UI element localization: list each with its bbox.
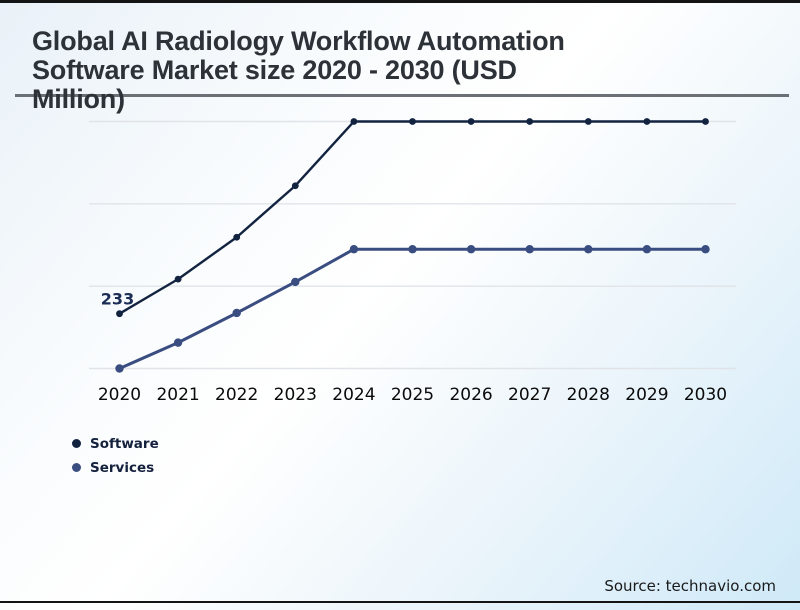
legend-item-software: Software <box>72 435 159 452</box>
chart-title: Global AI Radiology Workflow Automation … <box>32 27 742 114</box>
series-marker-software <box>409 118 416 125</box>
series-marker-services <box>115 364 124 373</box>
data-label: 233 <box>101 290 134 309</box>
series-line-software <box>118 120 707 315</box>
x-axis-label-2028: 2028 <box>566 385 610 405</box>
bottom-border <box>0 601 800 603</box>
series-marker-services <box>525 245 534 254</box>
series-marker-software <box>291 182 299 190</box>
series-marker-services <box>349 245 359 254</box>
x-axis-label-2022: 2022 <box>215 385 259 405</box>
source-attribution: Source: technavio.com <box>604 577 776 595</box>
x-axis-label-2024: 2024 <box>332 385 376 405</box>
x-axis-label-2027: 2027 <box>508 385 552 405</box>
series-line-services <box>118 247 707 370</box>
series-marker-software <box>116 310 123 318</box>
series-marker-services <box>291 277 300 287</box>
top-border <box>0 0 800 3</box>
series-marker-services <box>466 245 476 254</box>
x-axis-label-2025: 2025 <box>390 385 435 405</box>
series-marker-services <box>642 245 652 254</box>
series-marker-software <box>526 118 534 125</box>
series-marker-software <box>174 275 182 283</box>
x-axis-label-2030: 2030 <box>683 385 728 405</box>
series-marker-software <box>643 118 651 125</box>
title-divider <box>15 94 789 97</box>
series-marker-services <box>408 245 417 254</box>
series-marker-software <box>233 233 241 241</box>
x-axis-label-2020: 2020 <box>97 385 142 405</box>
x-axis-label-2029: 2029 <box>625 385 669 405</box>
legend-dot-services <box>72 463 81 472</box>
series-marker-software <box>584 118 592 125</box>
x-axis-label-2026: 2026 <box>449 385 493 405</box>
series-marker-software <box>702 118 709 125</box>
x-axis-label-2023: 2023 <box>273 385 317 405</box>
legend-label-software: Software <box>90 435 159 452</box>
legend-item-services: Services <box>72 459 159 476</box>
legend-label-services: Services <box>90 459 155 476</box>
series-marker-services <box>173 338 183 347</box>
chart-title-line-2: Software Market size 2020 - 2030 (USD <box>32 55 517 85</box>
x-axis-label-2021: 2021 <box>156 385 200 405</box>
chart-title-line-1: Global AI Radiology Workflow Automation <box>32 26 565 56</box>
chart-title-line-3: Million) <box>32 84 125 114</box>
series-marker-services <box>701 245 710 254</box>
series-marker-services <box>584 245 593 254</box>
series-marker-software <box>350 118 358 125</box>
series-marker-software <box>467 118 475 125</box>
legend: Software Services <box>72 435 159 476</box>
series-marker-services <box>232 308 241 318</box>
legend-dot-software <box>72 439 81 448</box>
